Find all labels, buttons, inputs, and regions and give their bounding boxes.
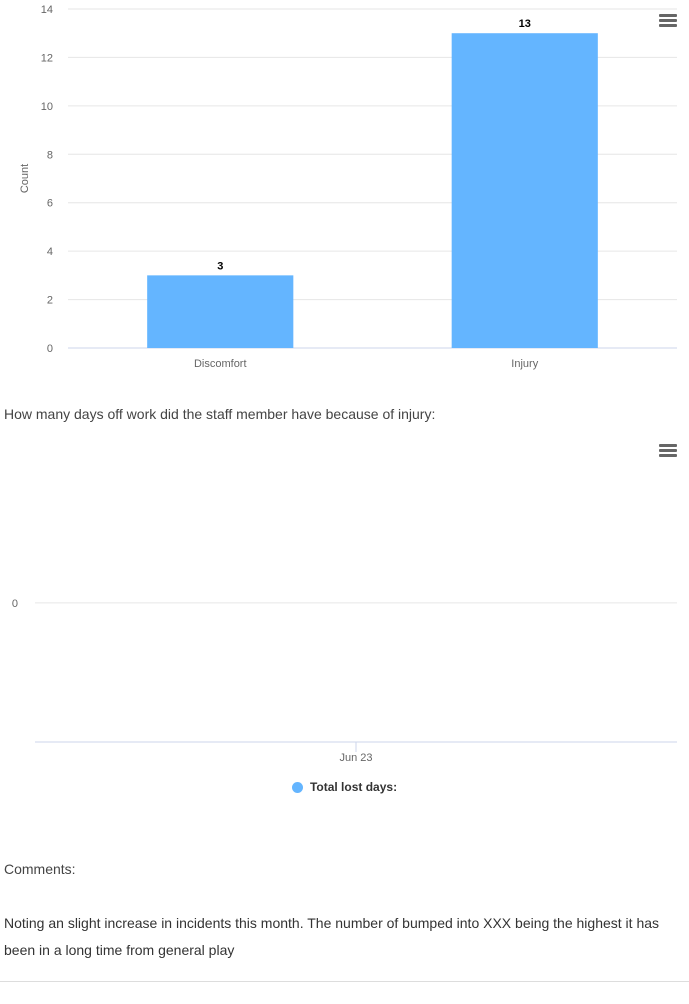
comments-label: Comments:	[4, 861, 76, 877]
lost-days-question: How many days off work did the staff mem…	[4, 406, 436, 422]
divider	[0, 981, 689, 982]
chart-legend-item[interactable]: Total lost days:	[0, 780, 689, 794]
bar	[451, 33, 598, 348]
bar	[147, 275, 294, 348]
y-tick-label: 14	[41, 4, 53, 16]
count-bar-chart: 0 2 4 6 8 10 12 14 Count 3 Discomfort 13 Injury	[0, 0, 689, 380]
y-tick-label: 12	[41, 52, 53, 64]
y-tick-label: 8	[47, 149, 53, 161]
lost-days-chart: 0 Jun 23	[0, 436, 689, 806]
count-bar-chart-svg: 0 2 4 6 8 10 12 14 Count 3 Discomfort 13 Injury	[19, 4, 677, 370]
legend-label: Total lost days:	[309, 780, 398, 794]
chart-menu-icon[interactable]	[659, 444, 677, 460]
x-tick-label: Injury	[511, 358, 538, 370]
y-tick-label: 6	[47, 198, 53, 210]
chart-menu-icon[interactable]	[659, 14, 677, 30]
y-tick-label: 4	[47, 246, 53, 258]
y-tick-label: 10	[41, 101, 53, 113]
legend-marker-icon	[291, 781, 303, 793]
comments-text: Noting an slight increase in incidents t…	[4, 915, 660, 958]
y-tick-label: 2	[47, 295, 53, 307]
lost-days-chart-svg: 0 Jun 23	[12, 598, 677, 764]
y-tick-label: 0	[47, 343, 53, 355]
x-tick-label: Jun 23	[339, 752, 372, 764]
data-label: 13	[519, 18, 531, 30]
y-tick-label: 0	[12, 598, 18, 610]
y-axis-label: Count	[19, 164, 31, 193]
data-label: 3	[217, 260, 223, 272]
x-tick-label: Discomfort	[194, 358, 247, 370]
